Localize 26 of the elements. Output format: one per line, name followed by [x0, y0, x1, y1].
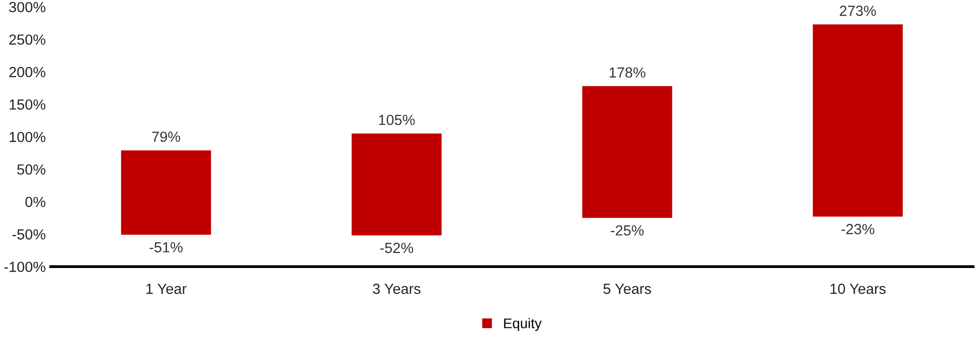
- y-tick-label: 50%: [17, 164, 46, 175]
- annotation: 178%: [610, 67, 646, 78]
- y-tick-label: 250%: [9, 34, 46, 45]
- annotation: -25%: [610, 225, 644, 236]
- bar: [582, 86, 672, 218]
- x-tick-label: 3 Years: [372, 284, 420, 294]
- x-tick-label: 5 Years: [603, 284, 652, 294]
- legend-label: Equity: [504, 318, 542, 332]
- y-tick-label: 0%: [25, 196, 46, 208]
- bar: [121, 150, 212, 235]
- y-tick-label: -100%: [4, 262, 46, 272]
- annotation: -52%: [380, 242, 414, 254]
- y-tick-label: 200%: [9, 66, 46, 78]
- y-tick-label: 100%: [10, 132, 46, 142]
- x-tick-label: 10 Years: [830, 284, 886, 294]
- x-tick-label: 1 Year: [146, 284, 186, 294]
- y-tick-label: -50%: [12, 229, 46, 240]
- annotation: 79%: [152, 132, 180, 142]
- bar: [812, 24, 903, 217]
- annotation: 105%: [379, 114, 415, 126]
- annotation: -51%: [150, 242, 183, 252]
- y-tick-label: 300%: [9, 2, 46, 12]
- bar: [352, 133, 442, 236]
- annotation: -23%: [841, 224, 874, 234]
- y-tick-label: 150%: [10, 99, 46, 110]
- annotation: 273%: [840, 6, 876, 16]
